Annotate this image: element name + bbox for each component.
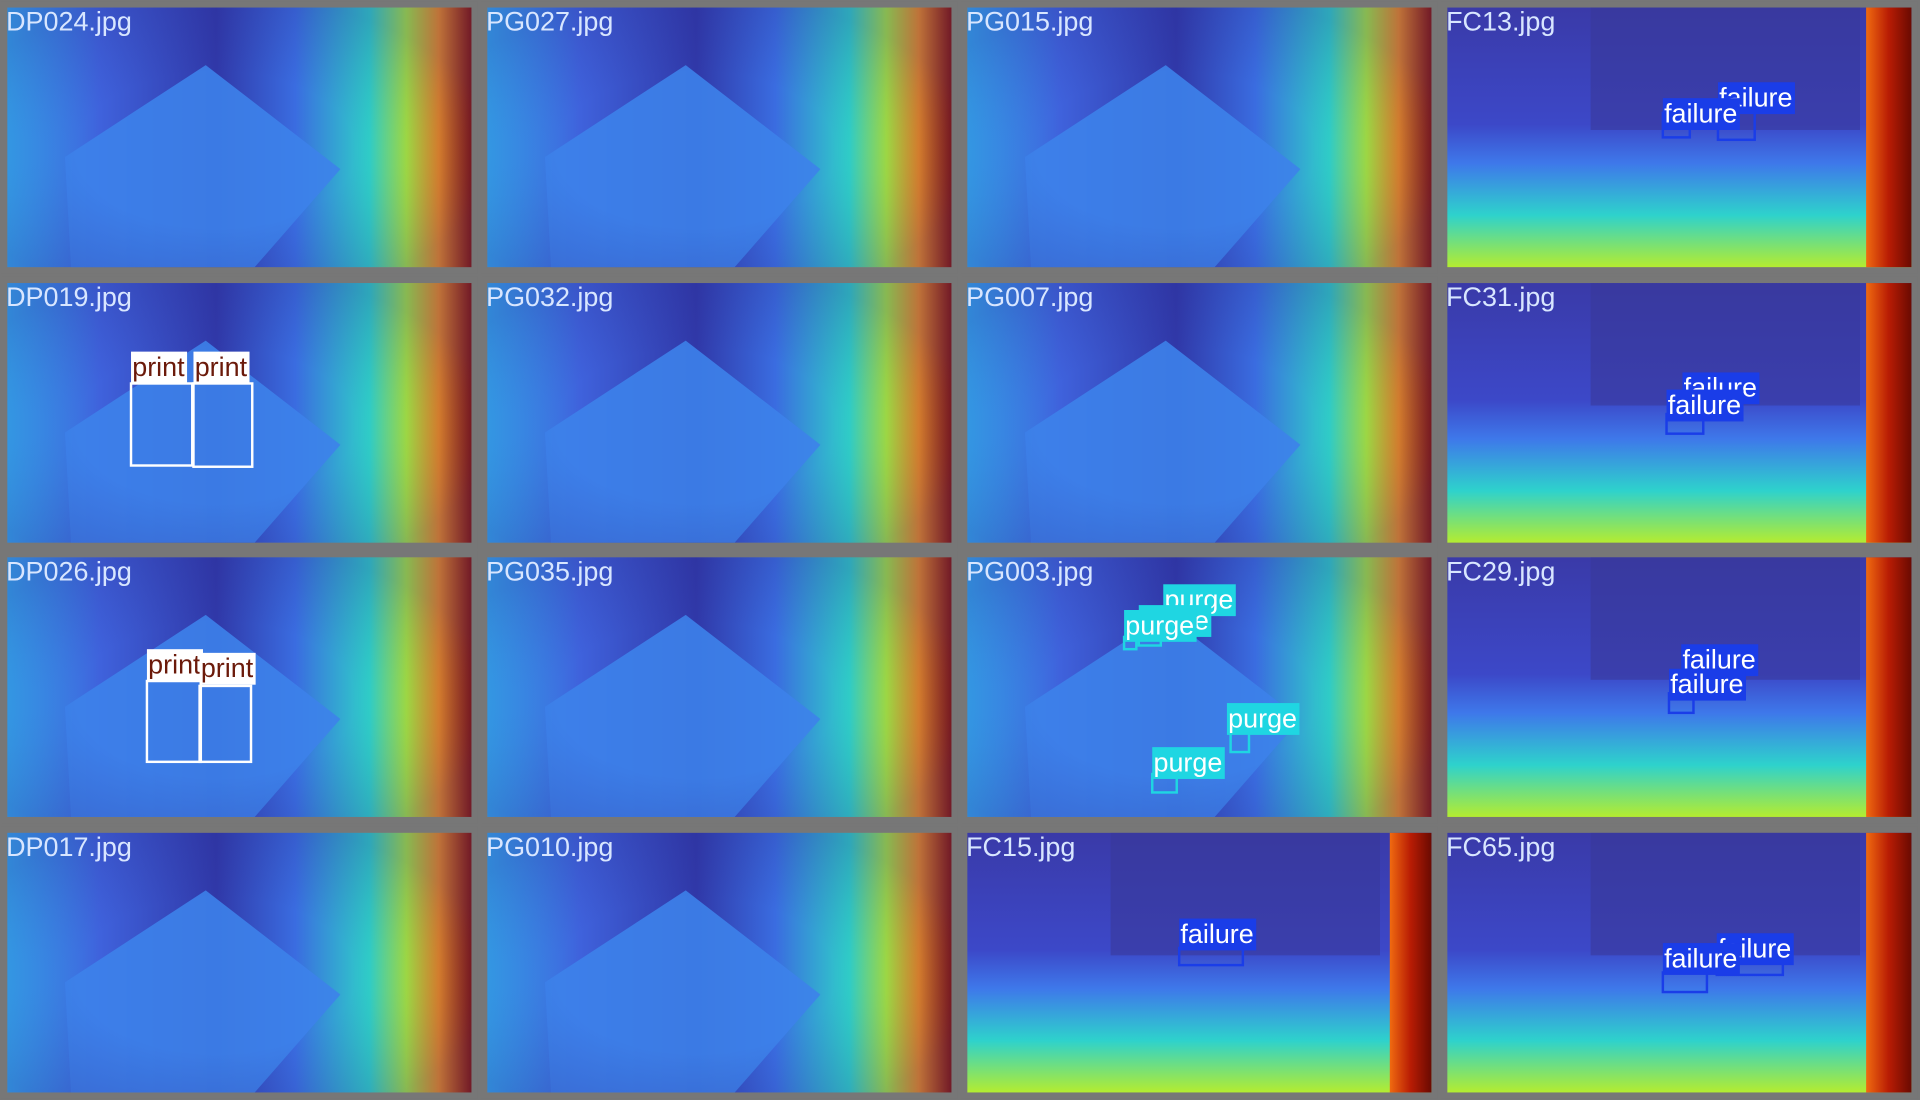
label-background <box>146 649 203 682</box>
detection-label: failure <box>1668 390 1741 420</box>
image-tile: DP026.jpg print print <box>1 551 478 824</box>
filename: FC31.jpg <box>1446 282 1555 312</box>
image-tile: PG032.jpg <box>481 276 958 549</box>
depth-vignette <box>7 7 472 268</box>
filename: PG007.jpg <box>966 282 1093 312</box>
depth-vignette <box>967 283 1432 543</box>
image-tile: PG003.jpgpurgepurgepurgepurgepurge <box>961 551 1438 824</box>
depth-vignette <box>487 832 952 1093</box>
filename: PG035.jpg <box>486 556 613 586</box>
filename: PG010.jpg <box>486 832 613 862</box>
detection-label: purge <box>1153 747 1222 777</box>
image-tile: FC15.jpg failure <box>961 826 1438 1099</box>
image-tile: PG035.jpg <box>481 551 958 824</box>
label-background <box>1152 747 1225 779</box>
depth-strip <box>1389 832 1432 1093</box>
label-background <box>193 351 250 384</box>
filename: PG015.jpg <box>966 7 1093 37</box>
filename: FC15.jpg <box>966 832 1075 862</box>
image-tile: PG010.jpg <box>481 826 958 1099</box>
image-tile: PG007.jpg <box>961 276 1438 549</box>
detection-label: failure <box>1670 669 1743 699</box>
image-tile: DP017.jpg <box>1 826 478 1099</box>
filename: PG003.jpg <box>966 556 1093 586</box>
image-tile: DP019.jpg print print <box>1 276 478 549</box>
depth-vignette <box>967 7 1432 268</box>
filename: DP026.jpg <box>6 556 132 586</box>
filename: DP024.jpg <box>6 7 132 37</box>
label-background <box>1226 703 1300 735</box>
filename: DP017.jpg <box>6 832 132 862</box>
detection-label: purge <box>1228 703 1297 733</box>
depth-vignette <box>487 283 952 543</box>
label-background <box>131 351 188 384</box>
depth-vignette <box>487 7 952 268</box>
filename: PG027.jpg <box>486 7 613 37</box>
image-tile: PG015.jpg <box>961 1 1438 274</box>
detection-label: failure <box>1664 98 1737 128</box>
depth-vignette <box>487 557 952 817</box>
depth-strip <box>1866 283 1912 543</box>
depth-strip <box>1866 832 1912 1093</box>
detection-label: print <box>148 649 201 679</box>
filename: FC29.jpg <box>1446 556 1555 586</box>
filename: PG032.jpg <box>486 282 613 312</box>
detection-label: print <box>201 653 254 683</box>
depth-vignette <box>7 832 472 1093</box>
label-background <box>1666 389 1744 422</box>
detection-label: print <box>132 352 185 382</box>
filename: FC65.jpg <box>1446 832 1555 862</box>
image-tile: DP024.jpg <box>1 1 478 274</box>
depth-strip <box>1866 7 1912 268</box>
label-background <box>1662 943 1740 975</box>
depth-strip <box>1866 557 1912 817</box>
filename: FC13.jpg <box>1446 7 1555 37</box>
label-background <box>1124 610 1197 642</box>
image-tile: PG027.jpg <box>481 1 958 274</box>
bounding-box <box>198 684 253 764</box>
detection-label: failure <box>1180 919 1253 949</box>
detection-label: print <box>195 352 248 382</box>
depth-vignette <box>7 283 472 543</box>
label-background <box>1668 668 1746 701</box>
label-background <box>1179 918 1257 951</box>
detection-label: purge <box>1125 610 1194 640</box>
filename: DP019.jpg <box>6 282 132 312</box>
detection-label: failure <box>1664 943 1737 973</box>
label-background <box>199 652 256 685</box>
label-background <box>1662 98 1740 130</box>
